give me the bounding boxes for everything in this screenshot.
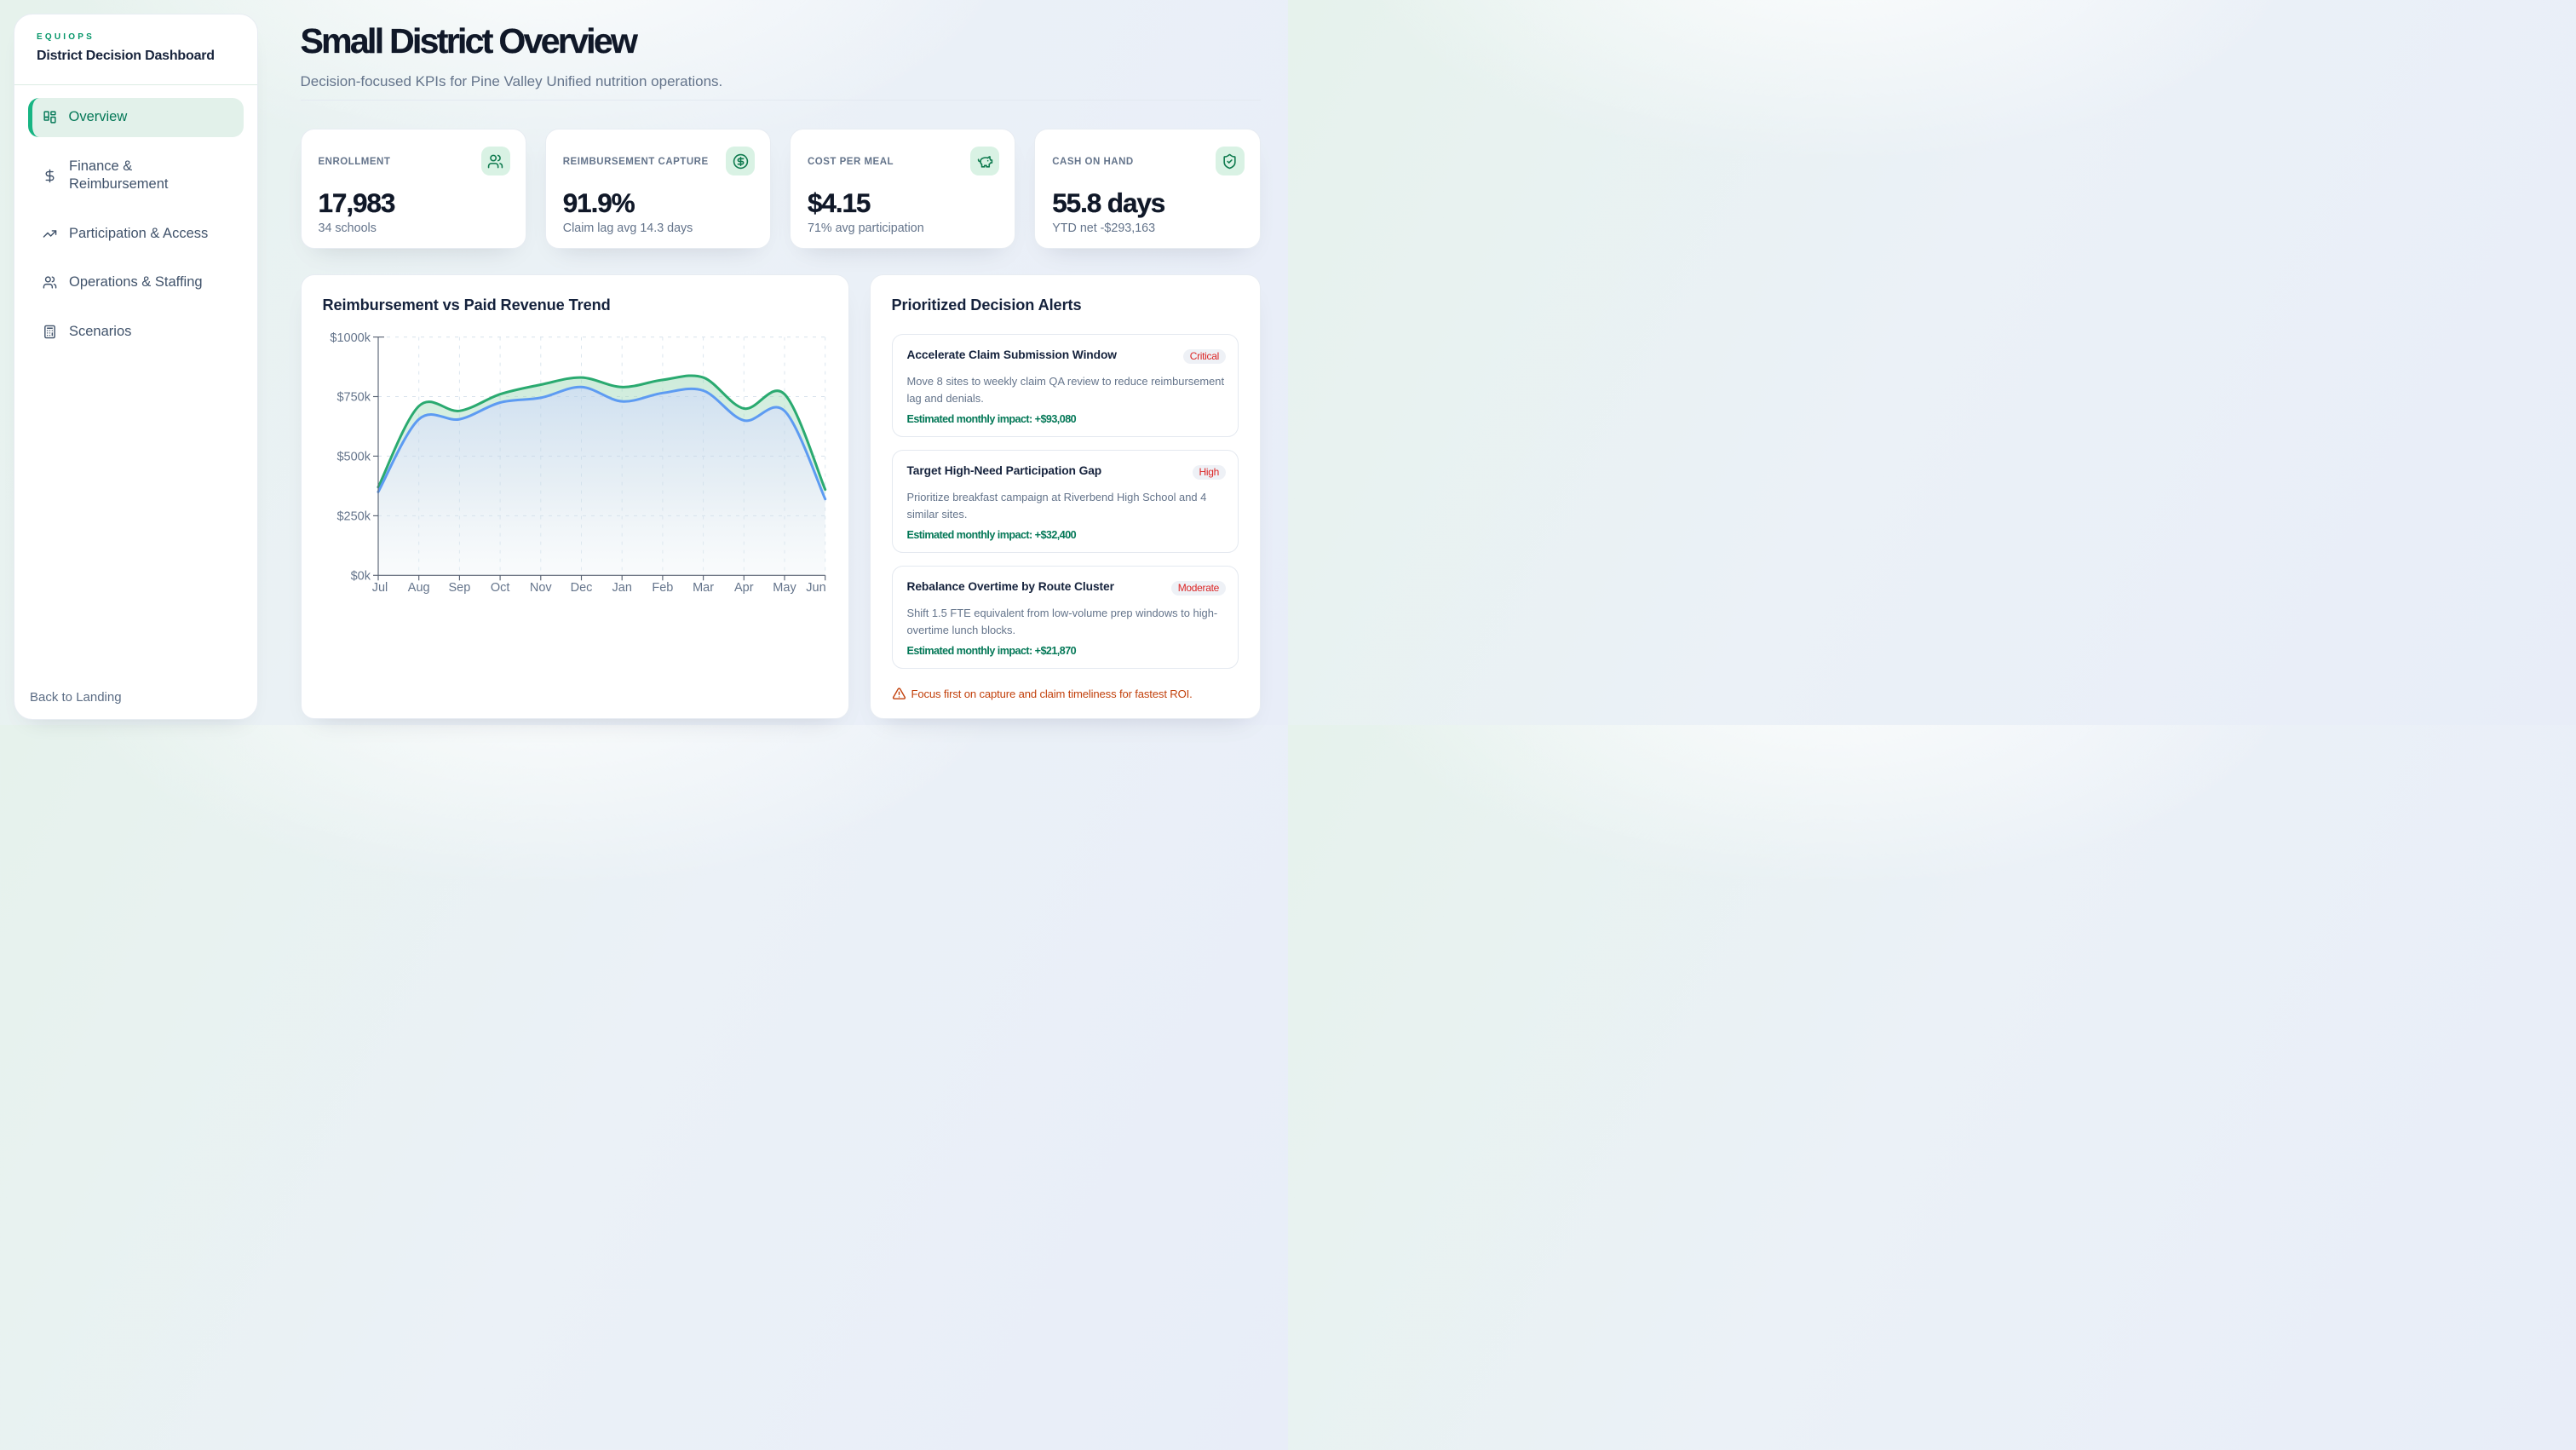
svg-text:Jan: Jan xyxy=(612,581,631,595)
svg-text:$750k: $750k xyxy=(336,391,371,405)
svg-text:Oct: Oct xyxy=(490,581,509,595)
svg-text:$250k: $250k xyxy=(336,510,371,524)
svg-text:Sep: Sep xyxy=(448,581,470,595)
svg-text:Jul: Jul xyxy=(371,581,388,595)
svg-text:$0k: $0k xyxy=(350,570,371,584)
svg-text:$1000k: $1000k xyxy=(330,331,371,345)
svg-text:Apr: Apr xyxy=(734,581,754,595)
svg-text:Mar: Mar xyxy=(693,581,714,595)
svg-text:Aug: Aug xyxy=(407,581,429,595)
svg-text:Dec: Dec xyxy=(570,581,592,595)
svg-text:Nov: Nov xyxy=(529,581,552,595)
svg-text:Feb: Feb xyxy=(652,581,673,595)
svg-text:May: May xyxy=(773,581,796,595)
svg-text:Jun: Jun xyxy=(806,581,825,595)
svg-text:$500k: $500k xyxy=(336,451,371,464)
